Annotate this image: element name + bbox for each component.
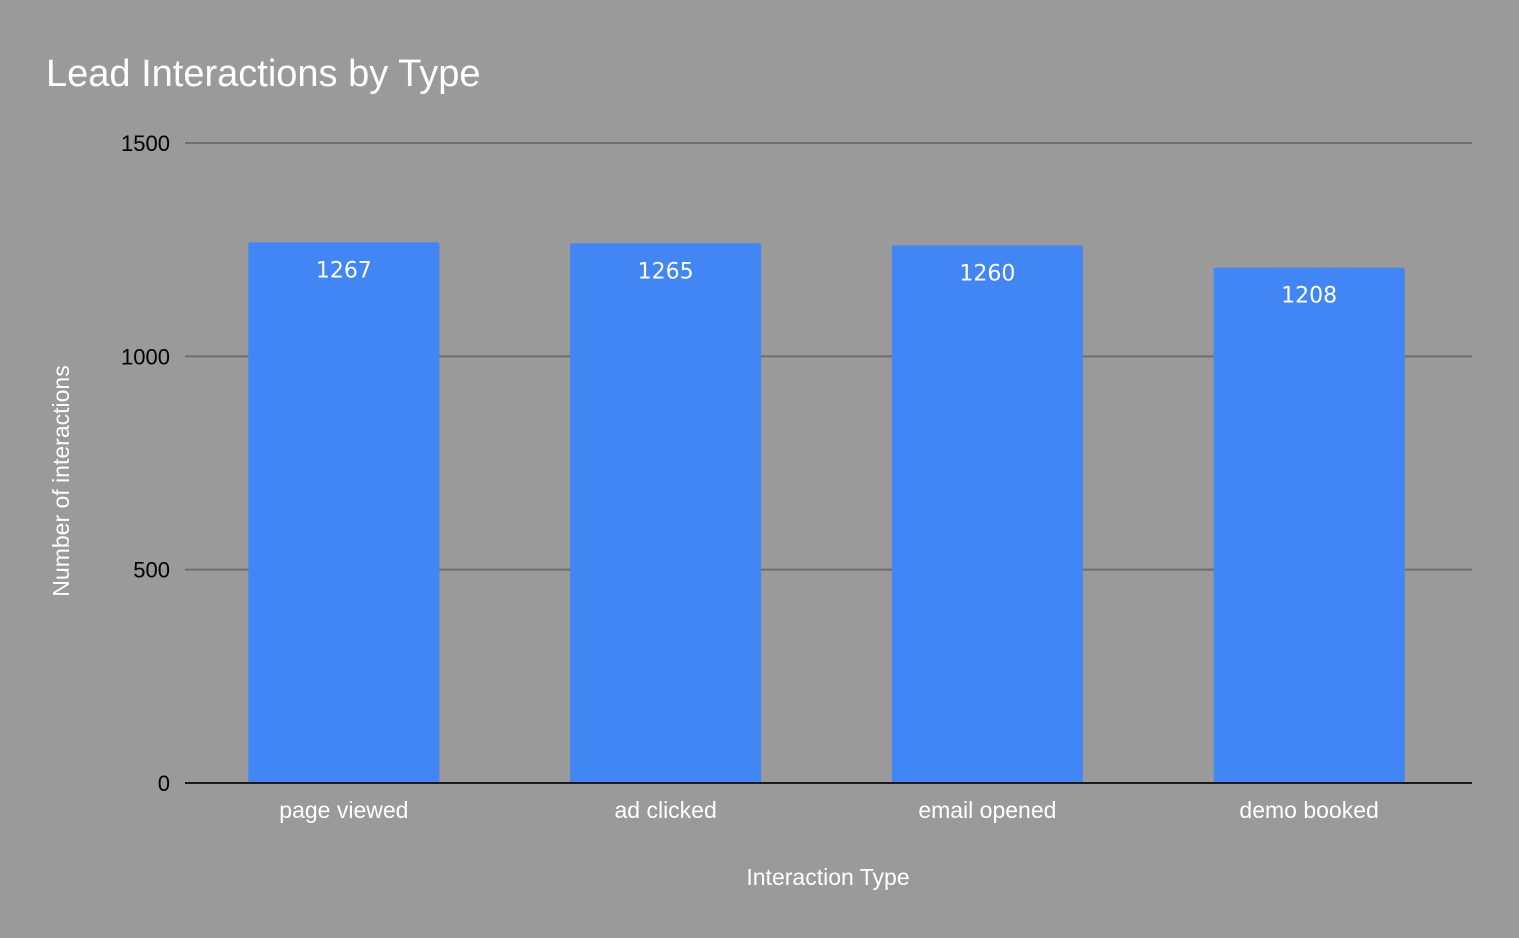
y-axis-title: Number of interactions — [48, 365, 74, 596]
chart-title: Lead Interactions by Type — [46, 53, 480, 95]
x-category-label: demo booked — [1239, 797, 1378, 823]
bar — [1213, 267, 1405, 783]
x-category-label: ad clicked — [614, 797, 716, 823]
x-axis-categories: page viewed ad clicked email opened demo bo… — [279, 797, 1379, 823]
bar — [891, 245, 1083, 783]
x-category-label: page viewed — [279, 797, 408, 823]
y-tick-label: 1500 — [121, 131, 170, 156]
bar-value-label: 1208 — [1281, 284, 1337, 309]
bars — [248, 242, 1405, 783]
bar-value-label: 1267 — [316, 258, 372, 283]
x-category-label: email opened — [918, 797, 1056, 823]
bar — [248, 242, 440, 783]
y-tick-label: 0 — [158, 771, 170, 796]
bar-value-label: 1260 — [959, 261, 1015, 286]
bar-value-label: 1265 — [638, 259, 694, 284]
y-tick-label: 1000 — [121, 344, 170, 369]
bar — [570, 243, 762, 783]
y-axis-ticks: 0 500 1000 1500 — [121, 131, 170, 796]
x-axis-title: Interaction Type — [746, 864, 909, 890]
y-tick-label: 500 — [133, 558, 170, 583]
data-labels: 1267 1265 1260 1208 — [316, 258, 1337, 308]
